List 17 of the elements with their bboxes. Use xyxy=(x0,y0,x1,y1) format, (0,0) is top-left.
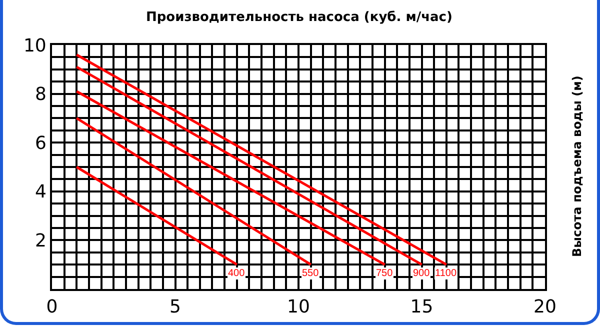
y-tick-label: 8 xyxy=(34,84,46,106)
y-tick-label: 4 xyxy=(34,182,46,203)
series-label: 400 xyxy=(228,268,246,279)
series-label: 1100 xyxy=(435,268,457,279)
x-tick-label: 0 xyxy=(46,296,58,318)
x-axis-title: Производительность насоса (куб. м/час) xyxy=(146,10,452,25)
x-tick-label: 5 xyxy=(170,296,181,318)
y-tick-label: 10 xyxy=(23,35,46,56)
y-axis-title: Высота подъема воды (м) xyxy=(570,76,584,257)
series-label: 750 xyxy=(376,268,394,279)
y-tick-label: 2 xyxy=(34,230,46,252)
x-tick-label: 15 xyxy=(410,296,434,318)
series-label: 550 xyxy=(302,268,320,279)
series-label: 900 xyxy=(413,268,430,279)
x-tick-label: 10 xyxy=(287,296,310,318)
x-tick-label: 20 xyxy=(534,296,556,318)
y-tick-label: 6 xyxy=(34,132,46,154)
